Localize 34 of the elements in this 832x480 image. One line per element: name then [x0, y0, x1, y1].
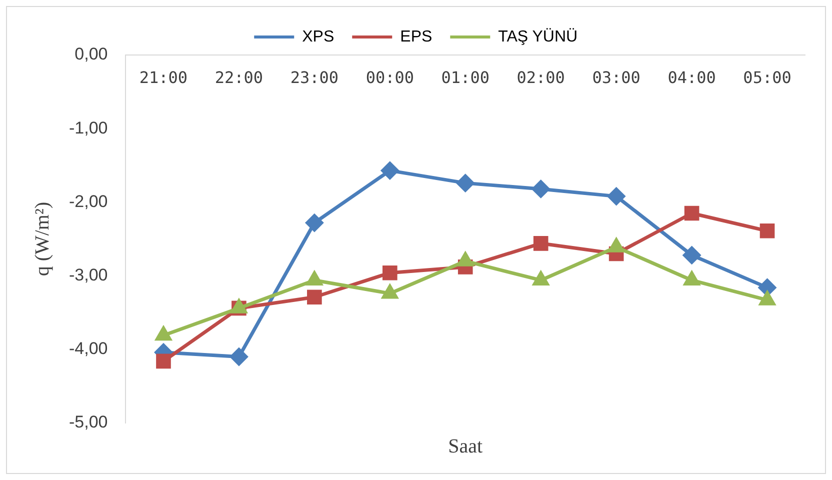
x-tick-label: 23:00 [290, 68, 339, 87]
y-tick-label: -1,00 [69, 118, 108, 138]
point [306, 214, 324, 232]
x-axis-title: Saat [448, 435, 484, 458]
point [307, 290, 322, 305]
x-tick-label: 22:00 [214, 68, 264, 87]
point [156, 354, 171, 369]
legend-label: XPS [302, 28, 334, 46]
legend-label: TAŞ YÜNÜ [498, 27, 578, 46]
legend-label: EPS [400, 28, 432, 46]
x-tick-label: 05:00 [743, 68, 792, 87]
point [683, 246, 701, 264]
point [608, 188, 626, 206]
point [230, 348, 248, 366]
point [533, 236, 548, 251]
x-tick-label: 04:00 [668, 68, 716, 87]
y-axis-title: q (W/m²) [31, 202, 54, 276]
x-tick-label: 02:00 [516, 68, 565, 87]
x-tick-label: 00:00 [366, 68, 414, 87]
x-tick-label: 03:00 [592, 68, 640, 87]
point [760, 223, 775, 238]
point [456, 174, 474, 192]
point [381, 162, 399, 180]
point [684, 206, 700, 221]
point [758, 278, 776, 296]
point [532, 180, 550, 198]
x-tick-label: 01:00 [441, 68, 490, 87]
y-tick-label: -5,00 [69, 412, 108, 432]
x-tick-label: 21:00 [139, 68, 188, 87]
y-tick-label: -2,00 [69, 192, 108, 211]
y-tick-label: -4,00 [69, 339, 108, 358]
y-tick-label: 0,00 [74, 44, 108, 64]
y-tick-label: -3,00 [69, 265, 108, 284]
point [382, 265, 398, 280]
